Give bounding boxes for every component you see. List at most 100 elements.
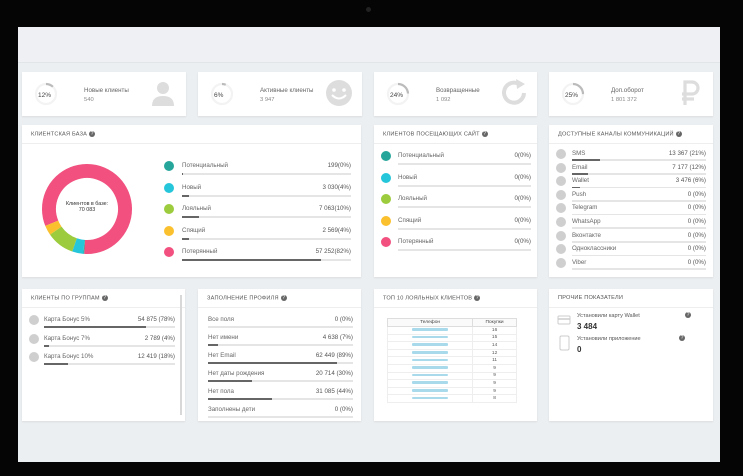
row-label: Лояльный	[182, 205, 212, 212]
other-metrics-card: ПРОЧИЕ ПОКАЗАТЕЛИ Установили карту Walle…	[549, 289, 713, 421]
row-value: 0(0%)	[514, 238, 531, 245]
row-bar	[398, 227, 531, 230]
table-row[interactable]: 12	[386, 348, 517, 358]
legend-dot	[556, 189, 566, 200]
kpi-title: Доп.оборот	[611, 87, 644, 94]
list-item: Все поля 0 (0%)	[208, 316, 353, 328]
app-label: Установили приложение	[577, 336, 641, 342]
help-icon[interactable]: ?	[481, 131, 488, 137]
help-icon[interactable]: ?	[280, 295, 287, 301]
row-bar	[208, 344, 353, 346]
row-bar	[208, 362, 353, 364]
table-row[interactable]: 9	[386, 363, 517, 373]
help-icon[interactable]: ?	[685, 312, 691, 318]
row-bar-fill	[208, 344, 219, 346]
row-value: 0(0%)	[514, 195, 531, 202]
legend-dot	[381, 237, 391, 247]
row-bar	[572, 268, 706, 270]
row-bar-fill	[182, 194, 189, 197]
row-value: 3 476 (6%)	[675, 177, 706, 185]
donut-label: Клиентов в базе:	[65, 201, 109, 207]
help-icon[interactable]: ?	[474, 295, 481, 301]
row-bar	[572, 227, 706, 229]
list-item: Нет имени 4 638 (7%)	[208, 334, 353, 346]
phone-cell-redacted	[386, 333, 474, 343]
list-item: Telegram 0 (0%)	[556, 203, 706, 216]
donut-slice[interactable]	[38, 160, 137, 259]
row-bar	[208, 380, 353, 382]
row-label: Новый	[398, 173, 418, 181]
purchases-cell: 9	[472, 386, 517, 396]
legend-dot	[29, 315, 39, 325]
help-icon[interactable]: ?	[675, 131, 682, 137]
table-row[interactable]: 11	[386, 356, 517, 365]
kpi-title: Новые клиенты	[84, 87, 129, 94]
row-bar-fill	[44, 344, 50, 347]
phone-cell-redacted	[386, 326, 474, 335]
row-label: Telegram	[572, 204, 598, 212]
row-value: 0 (0%)	[687, 204, 706, 212]
list-item: Потенциальный 199(0%)	[164, 161, 351, 175]
row-value: 0 (0%)	[687, 258, 706, 266]
kpi-card: 12% Новые клиенты 540	[22, 72, 186, 116]
top10-card: ТОП 10 ЛОЯЛЬНЫХ КЛИЕНТОВ? Телефон Покупк…	[374, 289, 537, 421]
row-value: 20 714 (30%)	[315, 370, 353, 377]
wallet-label: Установили карту Wallet	[577, 313, 640, 319]
legend-dot	[556, 230, 566, 241]
list-item: Push 0 (0%)	[556, 189, 706, 202]
row-value: 62 449 (89%)	[315, 352, 353, 359]
row-bar	[182, 173, 351, 175]
table-row[interactable]: 16	[386, 326, 517, 335]
list-item: Карта Бонус 10% 12 419 (18%)	[29, 352, 175, 365]
row-label: Заполнены дети	[208, 406, 256, 413]
client-base-donut-chart	[38, 160, 137, 259]
row-label: Push	[572, 190, 587, 198]
top10-table: Телефон Покупки 16 15 14 12 11 9 9 9 9 8	[386, 318, 517, 403]
help-icon[interactable]: ?	[679, 335, 685, 341]
legend-dot	[556, 217, 566, 227]
list-item: Вконтакте 0 (0%)	[556, 230, 706, 243]
phone-cell-redacted	[386, 386, 474, 396]
refresh-icon	[502, 79, 526, 105]
help-icon[interactable]: ?	[101, 295, 108, 301]
kpi-percent: 25%	[565, 92, 579, 99]
help-icon[interactable]: ?	[89, 131, 96, 137]
scrollbar[interactable]	[180, 295, 182, 415]
list-item: Спящий 2 569(4%)	[164, 225, 351, 240]
row-bar	[398, 163, 531, 165]
list-item: Карта Бонус 7% 2 789 (4%)	[29, 333, 175, 347]
client-base-card: КЛИЕНТСКАЯ БАЗА? Клиентов в базе: 70 083…	[22, 125, 361, 277]
table-row[interactable]: 14	[386, 341, 517, 350]
table-row[interactable]: 15	[386, 333, 517, 343]
phone-cell-redacted	[386, 371, 474, 381]
table-row[interactable]: 8	[386, 394, 517, 403]
row-label: WhatsApp	[572, 218, 601, 225]
table-row[interactable]: 9	[386, 386, 517, 396]
row-bar	[572, 254, 706, 257]
app-value: 0	[577, 345, 582, 354]
row-bar	[44, 363, 175, 365]
kpi-progress-arc	[386, 82, 410, 106]
user-icon	[152, 82, 174, 106]
row-label: Спящий	[182, 226, 206, 234]
purchases-cell: 9	[472, 371, 517, 381]
row-value: 0(0%)	[514, 152, 531, 159]
row-bar	[44, 344, 175, 347]
row-label: Все поля	[208, 316, 234, 323]
kpi-progress-arc	[561, 82, 585, 106]
camera-dot	[366, 7, 371, 12]
legend-dot	[164, 225, 174, 236]
groups-card: КЛИЕНТЫ ПО ГРУППАМ? Карта Бонус 5% 54 87…	[22, 289, 185, 421]
kpi-percent: 6%	[214, 92, 224, 99]
row-label: Нет пола	[208, 388, 234, 395]
row-bar	[572, 241, 706, 243]
row-bar-fill	[572, 186, 581, 189]
table-row[interactable]: 9	[386, 379, 517, 388]
legend-dot	[556, 149, 566, 159]
kpi-value: 540	[84, 97, 94, 103]
row-value: 57 252(82%)	[315, 248, 351, 255]
purchases-cell: 16	[472, 326, 517, 335]
table-row[interactable]: 9	[386, 371, 517, 381]
list-item: Новый 3 030(4%)	[164, 182, 351, 197]
